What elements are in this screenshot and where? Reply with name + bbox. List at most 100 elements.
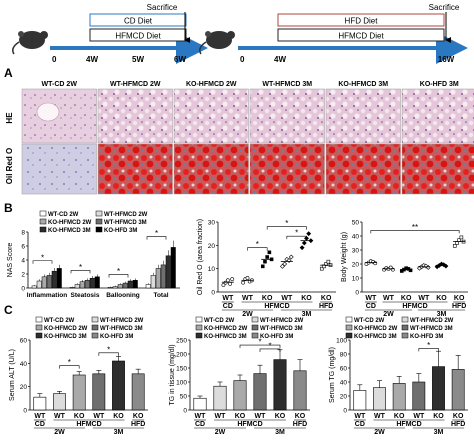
y-tick-label: 0 [211, 290, 215, 297]
y-tick-label: 200 [176, 352, 187, 359]
panel-a-letter: A [4, 66, 13, 80]
data-point [241, 280, 246, 285]
group-label-diet: HFD [451, 421, 465, 428]
tick-left-5w: 5W [132, 55, 144, 64]
y-tick-label: 50 [180, 394, 188, 401]
legend-swatch [95, 226, 103, 233]
legend-swatch [35, 324, 43, 331]
x-tick-label: Total [153, 292, 168, 299]
nas-bar [79, 281, 85, 289]
legend-entry: KO-HFD 3M [100, 334, 133, 340]
group-label-diet: HFMCD [396, 421, 421, 428]
nas-bar [117, 284, 123, 289]
legend-entry: KO-HFMCD 3M [48, 228, 91, 234]
significance-bracket [418, 348, 439, 352]
group-label-diet: HFD [131, 421, 145, 428]
group-label-time: 3M [114, 429, 124, 436]
bar [353, 390, 367, 411]
group-label-time: 2W [54, 429, 65, 436]
cd-diet-label: CD Diet [124, 17, 153, 26]
significance-bracket [247, 247, 268, 251]
mouse-icon [12, 31, 48, 55]
legend-entry: WT-HFMCD 2W [100, 318, 144, 324]
significance-bracket [146, 236, 167, 240]
y-tick-label: 20 [20, 384, 28, 391]
he-micrograph-4 [249, 88, 325, 144]
group-label-genotype: KO [454, 295, 465, 302]
legend-swatch [251, 324, 259, 331]
significance-mark: * [256, 240, 259, 249]
group-label-genotype: WT [34, 413, 46, 420]
bar [193, 397, 207, 411]
micrograph-column-label: WT-HFMCD 3M [262, 81, 312, 88]
legend-entry: KO-HFMCD 3M [204, 334, 247, 340]
panel-c-letter: C [4, 303, 13, 317]
y-axis-label: Oil Red O (area fraction) [197, 219, 204, 295]
bar [33, 396, 47, 411]
nas-bar [165, 255, 171, 289]
group-label-diet: CD [355, 421, 365, 428]
y-tick-label: 150 [176, 366, 187, 373]
y-tick-label: 30 [352, 248, 360, 255]
group-label-genotype: WT [418, 295, 430, 302]
y-tick-label: 50 [352, 220, 360, 227]
y-tick-label: 30 [208, 220, 216, 227]
tick-left-0: 0 [52, 55, 57, 64]
data-point [267, 250, 272, 255]
bar [451, 369, 465, 411]
group-label-time: 3M [302, 311, 312, 318]
group-label-genotype: WT [93, 413, 105, 420]
legend-entry: KO-HFMCD 3M [44, 334, 87, 340]
nas-bar [69, 287, 75, 289]
legend-entry: KO-HFMCD 2W [204, 326, 248, 332]
data-point [301, 240, 307, 246]
legend-swatch [39, 218, 47, 225]
group-label-genotype: WT [215, 413, 227, 420]
legend-swatch [91, 324, 99, 331]
data-point [225, 278, 230, 283]
hfd-diet-box [277, 13, 445, 27]
significance-mark: * [268, 341, 271, 350]
group-label-genotype: KO [235, 413, 246, 420]
hfd-diet-label: HFD Diet [345, 17, 379, 26]
legend-entry: WT-HFMCD 2W [260, 318, 304, 324]
group-label-diet: CD [195, 421, 205, 428]
legend-swatch [401, 316, 409, 323]
y-tick-label: 100 [176, 380, 187, 387]
legend-entry: WT-HFMCD 3M [410, 326, 453, 332]
significance-mark: * [155, 229, 158, 238]
group-label-genotype: KO [301, 295, 312, 302]
legend-swatch [39, 210, 47, 217]
tick-right-4w: 4W [274, 55, 286, 64]
group-label-diet: CD [366, 303, 376, 310]
significance-mark: * [258, 338, 261, 347]
group-label-genotype: KO [74, 413, 85, 420]
group-label-genotype: WT [255, 413, 267, 420]
group-label-genotype: KO [401, 295, 412, 302]
y-tick-label: 20 [208, 243, 216, 250]
nas-bar [36, 280, 42, 289]
legend-entry: KO-HFMCD 2W [354, 326, 398, 332]
legend-entry: WT-HFMCD 2W [104, 212, 148, 218]
group-label-diet: HFMCD [264, 303, 289, 310]
legend-entry: KO-HFMCD 3M [354, 334, 397, 340]
y-axis-label: Body Weight (g) [341, 232, 348, 282]
significance-bracket [59, 365, 80, 369]
group-label-diet: CD [35, 421, 45, 428]
y-tick-label: 0 [343, 408, 347, 415]
group-label-genotype: WT [281, 295, 293, 302]
group-label-diet: HFD [452, 303, 466, 310]
group-label-genotype: WT [413, 413, 425, 420]
bar [273, 359, 287, 411]
nas-bar [31, 285, 37, 289]
significance-bracket [98, 352, 119, 356]
nas-bar [107, 287, 113, 289]
nas-bar [84, 280, 90, 289]
group-label-genotype: WT [54, 413, 66, 420]
significance-mark: ** [412, 223, 418, 232]
timelines: CD Diet HFMCD Diet Sacrifice 0 4W 5W 6W … [12, 3, 468, 64]
legend-entry: KO-HFD 3M [104, 228, 137, 234]
micrograph-column-label: KO-HFD 3M [420, 81, 459, 88]
bar [373, 387, 386, 411]
